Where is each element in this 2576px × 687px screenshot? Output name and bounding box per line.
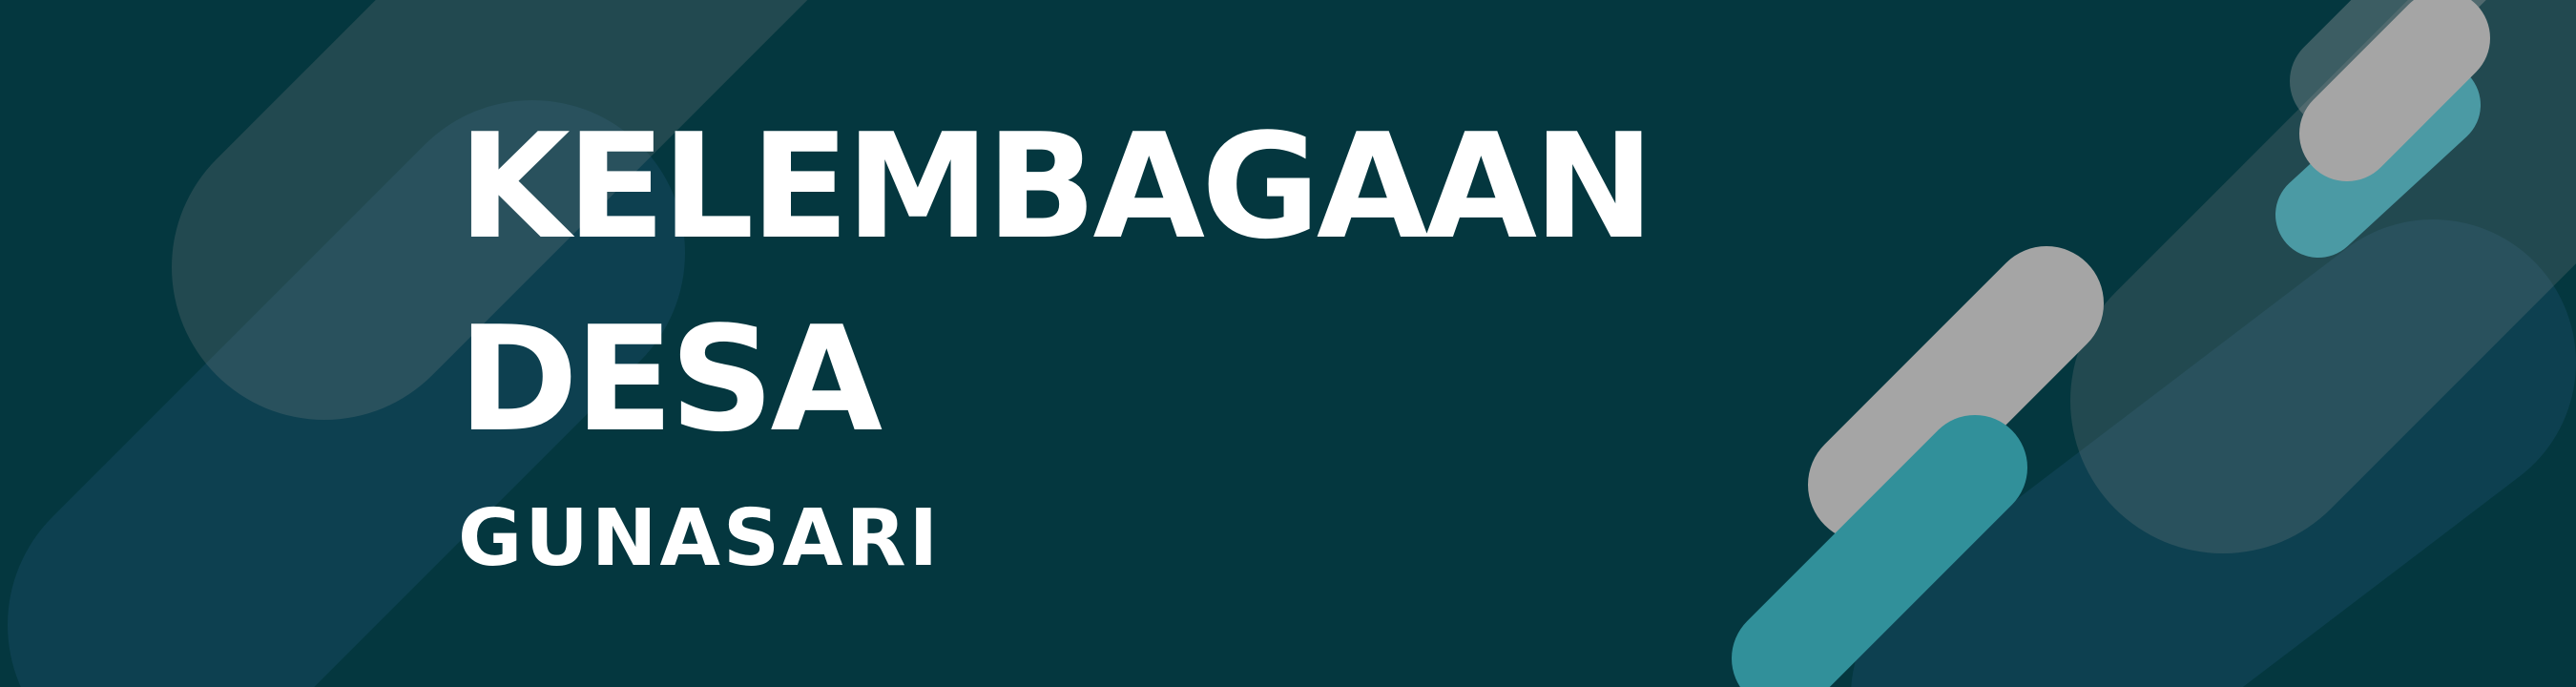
- pill-left-translucent: [172, 0, 808, 420]
- title-line-2: DESA: [458, 295, 883, 464]
- pill-right-teal-bottom: [1732, 415, 2027, 687]
- pill-left-large: [8, 100, 685, 687]
- pill-right-large-translucent: [2070, 0, 2576, 553]
- title-block: KELEMBAGAAN DESA GUNASARI: [458, 102, 1654, 584]
- title-line-1: KELEMBAGAAN: [458, 102, 1654, 271]
- pill-right-large-dark: [1852, 219, 2576, 687]
- pill-right-gray-middle: [1808, 246, 2104, 542]
- subtitle: GUNASARI: [458, 493, 942, 584]
- pill-right-gray-top: [2299, 0, 2490, 181]
